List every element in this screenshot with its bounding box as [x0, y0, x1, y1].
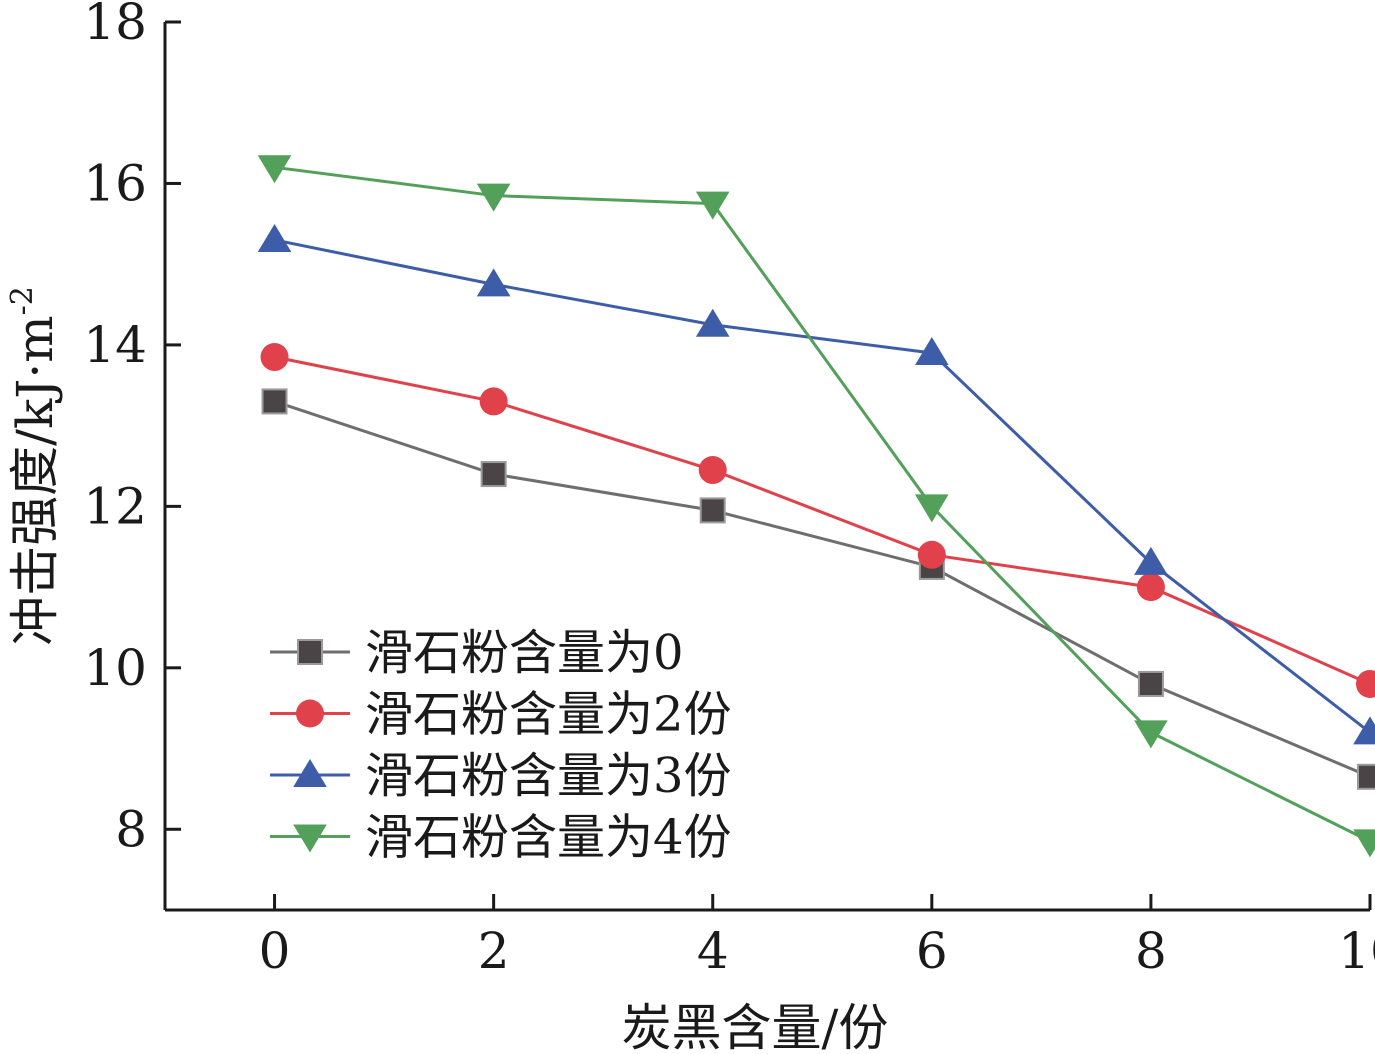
- legend-item: 滑石粉含量为2份: [270, 687, 732, 743]
- series-line: [274, 238, 1371, 734]
- series-line: [274, 399, 1371, 779]
- y-tick-label: 14: [83, 316, 147, 374]
- series-line: [274, 165, 1371, 843]
- data-point: [1357, 763, 1375, 790]
- y-tick-label: 12: [83, 477, 147, 535]
- data-point: [476, 183, 511, 212]
- x-axis-title: 炭黑含量/份: [622, 999, 889, 1054]
- data-point: [1136, 573, 1165, 602]
- data-point: [695, 308, 730, 337]
- legend-label: 滑石粉含量为0: [365, 625, 684, 681]
- axes: 8 10 12 14 16 18 0 2 4 6 8 10: [83, 0, 1375, 980]
- data-point: [915, 336, 949, 365]
- data-point: [917, 540, 946, 569]
- x-tick-label: 4: [697, 922, 729, 980]
- legend-marker: [293, 824, 327, 853]
- data-point: [1356, 669, 1375, 698]
- data-point: [698, 456, 727, 485]
- series-line: [274, 355, 1371, 686]
- y-axis-title: 冲击强度/kJ·m-2: [5, 286, 64, 646]
- legend-item: 滑石粉含量为4份: [270, 810, 732, 866]
- legend-item: 滑石粉含量为3份: [270, 748, 732, 804]
- series-2: [257, 223, 1375, 745]
- data-point: [257, 155, 292, 184]
- data-point: [1137, 670, 1164, 697]
- legend-label: 滑石粉含量为4份: [365, 810, 732, 866]
- data-point: [1353, 716, 1375, 745]
- data-point: [261, 388, 288, 415]
- data-point: [479, 387, 508, 416]
- series-layer: [257, 155, 1375, 858]
- series-1: [260, 343, 1375, 698]
- x-tick-label: 8: [1135, 922, 1167, 980]
- y-axis-title-main: 冲击强度/kJ·m: [6, 315, 64, 646]
- legend-marker: [297, 639, 323, 665]
- legend-label: 滑石粉含量为3份: [365, 748, 732, 804]
- legend-marker: [293, 759, 327, 787]
- data-point: [260, 343, 289, 372]
- y-tick-label: 8: [115, 800, 147, 858]
- legend-label: 滑石粉含量为2份: [365, 687, 732, 743]
- y-tick-label: 10: [83, 639, 147, 697]
- data-point: [476, 268, 511, 297]
- data-point: [1134, 546, 1168, 575]
- data-point: [1353, 829, 1375, 858]
- y-tick-label: 16: [83, 154, 147, 212]
- data-point: [915, 494, 949, 523]
- y-axis-title-superscript: -2: [5, 286, 40, 315]
- y-tick-label: 18: [83, 0, 147, 51]
- data-point: [1134, 720, 1168, 749]
- legend-item: 滑石粉含量为0: [270, 625, 684, 681]
- x-tick-label: 0: [259, 922, 291, 980]
- series-3: [257, 155, 1375, 858]
- x-tick-label: 2: [478, 922, 510, 980]
- legend-marker: [296, 699, 324, 728]
- x-tick-label: 6: [916, 922, 948, 980]
- data-point: [257, 223, 292, 252]
- data-point: [699, 497, 726, 524]
- data-point: [695, 191, 730, 220]
- x-tick-label: 10: [1338, 922, 1375, 980]
- data-point: [480, 461, 507, 488]
